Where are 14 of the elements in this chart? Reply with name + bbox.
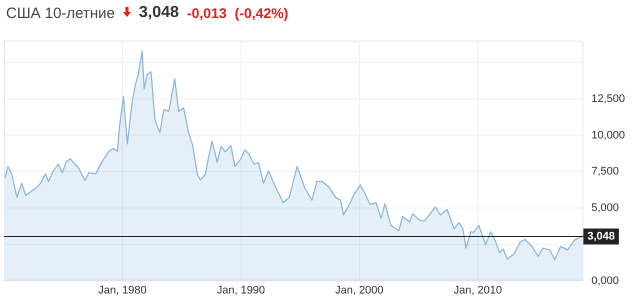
y-tick-label: 10,000	[591, 129, 626, 142]
y-tick-label: 7,500	[591, 166, 619, 178]
y-tick-label: 12,500	[591, 92, 626, 105]
text: (-0,42%)	[234, 5, 288, 21]
x-tick-label: Jan, 2010	[454, 284, 502, 296]
text: 3,048	[138, 4, 179, 22]
chart-title: США 10-летние	[6, 4, 115, 22]
x-tick-label: Jan, 2000	[335, 284, 384, 296]
x-tick-label: Jan, 1990	[216, 284, 266, 296]
y-tick-label: 5,000	[591, 202, 619, 214]
ref-line-label: 3,048	[587, 230, 615, 243]
x-tick-label: Jan, 1980	[98, 284, 147, 296]
y-tick-label: 0,000	[591, 274, 619, 287]
text: -0,013	[186, 5, 227, 21]
